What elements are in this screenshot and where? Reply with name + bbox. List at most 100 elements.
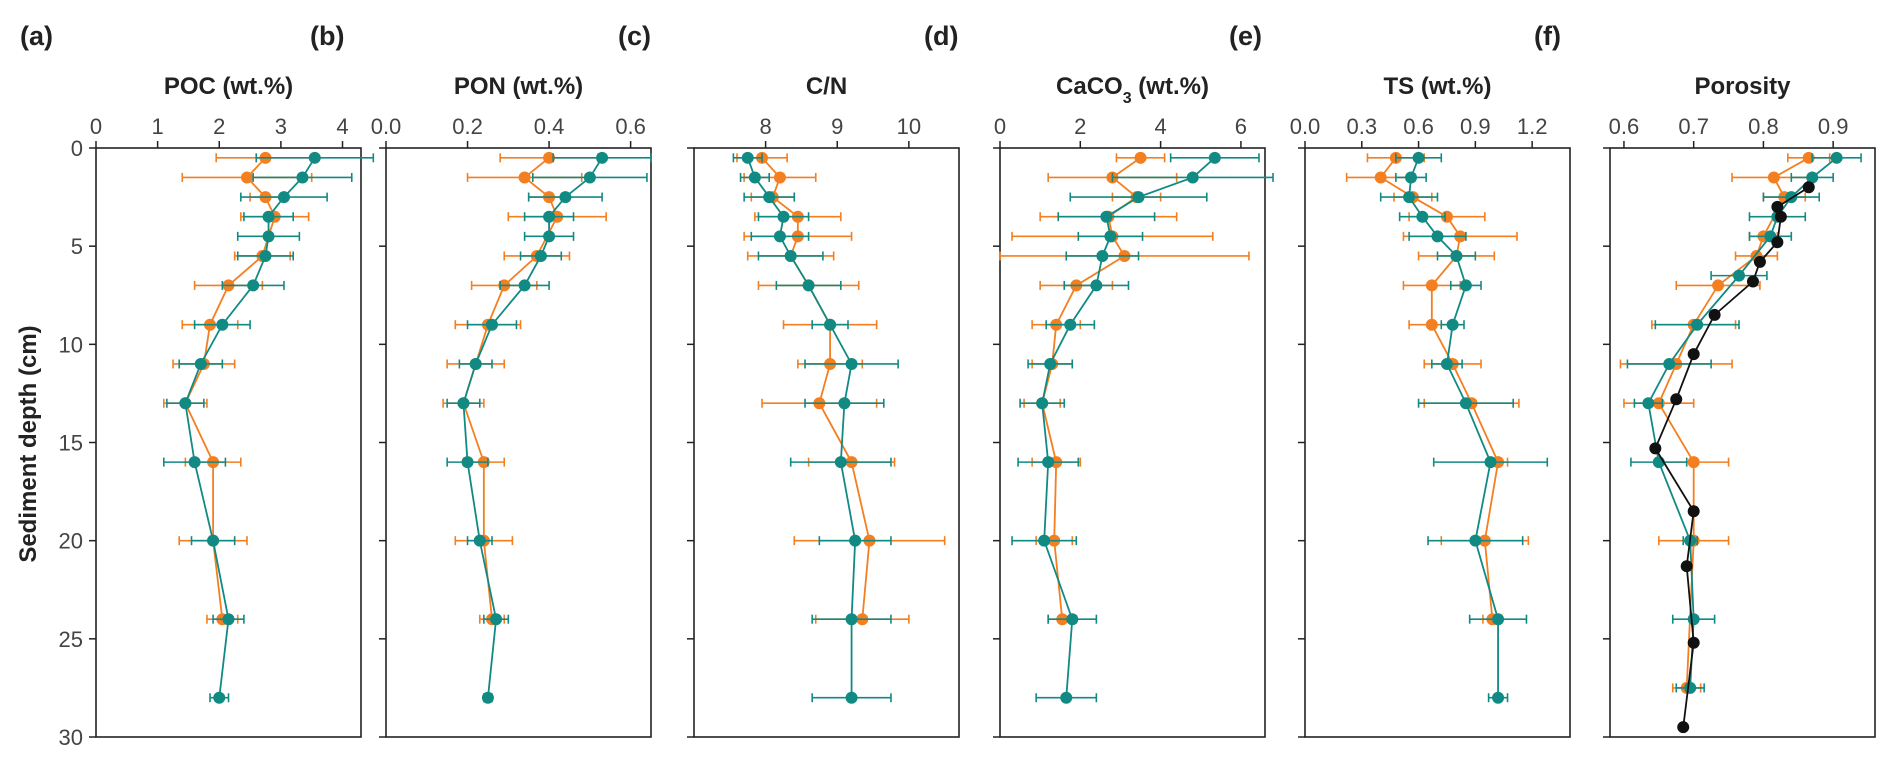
data-point xyxy=(1774,210,1787,223)
data-point xyxy=(773,230,786,243)
x-tick-label: 2 xyxy=(1074,114,1086,139)
data-point xyxy=(1425,318,1438,331)
data-point xyxy=(1492,691,1505,704)
x-tick-label: 2 xyxy=(213,114,225,139)
x-tick-label: 4 xyxy=(336,114,348,139)
data-point xyxy=(1746,275,1759,288)
data-point xyxy=(845,357,858,370)
data-point xyxy=(1687,348,1700,361)
x-tick-label: 6 xyxy=(1235,114,1247,139)
x-tick-label: 0.8 xyxy=(1748,114,1779,139)
x-tick-label: 1 xyxy=(152,114,164,139)
data-point xyxy=(543,210,556,223)
data-point xyxy=(222,613,235,626)
x-tick-label: 3 xyxy=(275,114,287,139)
data-point xyxy=(518,171,531,184)
data-point xyxy=(1642,397,1655,410)
series-teal xyxy=(1626,151,1862,694)
data-point xyxy=(1684,681,1697,694)
data-point xyxy=(473,534,486,547)
panel-frame xyxy=(1609,147,1876,738)
x-tick-label: 0.6 xyxy=(615,114,646,139)
data-point xyxy=(1459,279,1472,292)
data-point xyxy=(1767,171,1780,184)
data-point xyxy=(559,191,572,204)
series-line xyxy=(462,157,559,620)
x-tick-label: 0.3 xyxy=(1346,114,1377,139)
series-orange xyxy=(999,151,1250,626)
y-tick-label: 20 xyxy=(59,529,83,554)
panel-frame xyxy=(95,147,362,738)
data-point xyxy=(188,456,201,469)
y-tick-label: 15 xyxy=(59,431,83,456)
series-orange xyxy=(1345,151,1530,626)
data-point xyxy=(777,210,790,223)
series-orange xyxy=(162,151,316,626)
y-tick-label: 0 xyxy=(71,136,83,161)
data-point xyxy=(1670,393,1683,406)
data-point xyxy=(1771,200,1784,213)
y-tick-label: 30 xyxy=(59,725,83,750)
series-line xyxy=(1408,157,1499,698)
data-point xyxy=(469,357,482,370)
panel-title: PON (wt.%) xyxy=(454,73,583,100)
x-tick-label: 0.6 xyxy=(1609,114,1640,139)
series-line xyxy=(184,157,316,698)
data-point xyxy=(596,151,609,164)
panel-f: (f) Porosity 0.6 0.7 0.8 0.9 xyxy=(1534,21,1876,738)
data-point xyxy=(1649,442,1662,455)
data-point xyxy=(741,151,754,164)
data-point xyxy=(1806,171,1819,184)
series-orange xyxy=(736,151,946,626)
x-tick-label: 4 xyxy=(1154,114,1166,139)
panel-label: (a) xyxy=(20,21,53,51)
data-point xyxy=(490,613,503,626)
data-point xyxy=(481,691,494,704)
series-line xyxy=(761,157,871,620)
series-line xyxy=(1041,157,1142,620)
data-point xyxy=(1663,357,1676,370)
data-point xyxy=(247,279,260,292)
data-point xyxy=(1802,181,1815,194)
panel-label: (b) xyxy=(310,21,344,51)
data-point xyxy=(1492,613,1505,626)
data-point xyxy=(1186,171,1199,184)
data-point xyxy=(773,171,786,184)
panel-label: (d) xyxy=(924,21,958,51)
panel-title: POC (wt.%) xyxy=(164,73,293,100)
data-point xyxy=(1036,397,1049,410)
series-line xyxy=(1654,186,1810,728)
series-line xyxy=(1647,157,1838,688)
panel-title: CaCO3 (wt.%) xyxy=(1056,73,1209,107)
data-point xyxy=(834,456,847,469)
data-point xyxy=(838,397,851,410)
x-tick-label: 8 xyxy=(759,114,771,139)
series-teal xyxy=(1011,151,1274,704)
x-tick-label: 1.2 xyxy=(1517,114,1548,139)
data-point xyxy=(1096,249,1109,262)
series-line xyxy=(1041,157,1216,698)
data-point xyxy=(1440,210,1453,223)
panel-label: (c) xyxy=(618,21,651,51)
data-point xyxy=(1771,236,1784,249)
x-tick-label: 0.2 xyxy=(452,114,483,139)
data-point xyxy=(1753,255,1766,268)
data-point xyxy=(824,318,837,331)
y-tick-label: 25 xyxy=(59,627,83,652)
data-point xyxy=(259,249,272,262)
data-point xyxy=(1066,613,1079,626)
x-tick-label: 0.0 xyxy=(1290,114,1321,139)
x-tick-label: 0.9 xyxy=(1460,114,1491,139)
data-point xyxy=(1691,318,1704,331)
data-point xyxy=(1484,456,1497,469)
data-point xyxy=(1090,279,1103,292)
series-line xyxy=(1379,157,1500,620)
data-point xyxy=(296,171,309,184)
data-point xyxy=(461,456,474,469)
data-point xyxy=(194,357,207,370)
data-point xyxy=(1687,613,1700,626)
data-point xyxy=(1687,636,1700,649)
data-point xyxy=(849,534,862,547)
data-point xyxy=(207,534,220,547)
data-point xyxy=(543,151,556,164)
